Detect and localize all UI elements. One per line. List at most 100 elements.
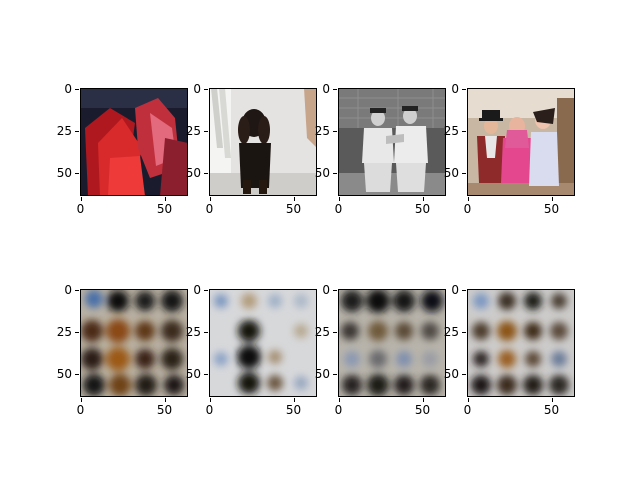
y-tick: [462, 289, 466, 291]
y-tick-label: 0: [193, 282, 201, 297]
x-tick-label: 50: [156, 202, 173, 216]
y-tick-label: 0: [451, 282, 459, 297]
y-tick: [462, 130, 466, 132]
x-tick: [209, 197, 211, 201]
blur-pattern-icon: [80, 289, 188, 397]
x-tick-label: 50: [543, 202, 560, 216]
axes-frame: [80, 289, 188, 397]
y-tick-label: 25: [56, 324, 72, 339]
y-tick: [75, 130, 79, 132]
x-tick-label: 50: [156, 403, 173, 417]
y-tick-label: 50: [314, 366, 330, 381]
axes-frame: [209, 289, 317, 397]
y-tick-label: 0: [64, 282, 72, 297]
x-tick: [551, 398, 553, 402]
x-tick: [338, 197, 340, 201]
y-tick: [204, 88, 208, 90]
x-tick-label: 0: [205, 202, 214, 216]
panel-input-3: 0 25 50 0 50: [315, 82, 446, 216]
baseball-players-icon: [338, 88, 446, 196]
panel-input-2: 0 25 50 0 50: [186, 82, 317, 216]
y-tick-label: 50: [185, 366, 201, 381]
y-tick: [204, 373, 208, 375]
x-tick: [164, 197, 166, 201]
y-tick: [204, 331, 208, 333]
x-tick: [551, 197, 553, 201]
input-image-dog: [209, 88, 317, 196]
y-tick-label: 25: [443, 324, 459, 339]
input-image-three-people: [467, 88, 575, 196]
panel-input-1: 0 25 50 0 50: [57, 82, 188, 216]
y-tick-label: 25: [185, 324, 201, 339]
y-tick-label: 0: [322, 81, 330, 96]
axes-frame: [209, 88, 317, 196]
axes-frame: [467, 88, 575, 196]
y-tick: [75, 331, 79, 333]
y-tick: [204, 289, 208, 291]
y-tick: [75, 88, 79, 90]
reconstruction-image-2: [209, 289, 317, 397]
reconstruction-image-3: [338, 289, 446, 397]
x-tick: [293, 197, 295, 201]
dog-icon: [209, 88, 317, 196]
x-tick-label: 0: [334, 202, 343, 216]
reconstruction-image-4: [467, 289, 575, 397]
reconstruction-image-1: [80, 289, 188, 397]
y-tick-label: 0: [322, 282, 330, 297]
x-tick: [209, 398, 211, 402]
x-tick: [164, 398, 166, 402]
panel-reconstruction-3: 0 25 50 0 50: [315, 283, 446, 417]
x-tick: [80, 197, 82, 201]
axes-frame: [80, 88, 188, 196]
y-tick-label: 50: [56, 165, 72, 180]
x-tick: [80, 398, 82, 402]
x-tick-label: 0: [76, 403, 85, 417]
panel-reconstruction-2: 0 25 50 0 50: [186, 283, 317, 417]
y-tick-label: 0: [64, 81, 72, 96]
y-tick-label: 25: [443, 123, 459, 138]
x-tick-label: 0: [463, 202, 472, 216]
x-tick-label: 0: [463, 403, 472, 417]
y-tick: [204, 172, 208, 174]
x-tick: [467, 197, 469, 201]
y-tick: [462, 172, 466, 174]
y-tick-label: 0: [451, 81, 459, 96]
x-tick: [293, 398, 295, 402]
y-tick-label: 50: [56, 366, 72, 381]
x-tick-label: 50: [414, 403, 431, 417]
blur-pattern-icon: [209, 289, 317, 397]
input-image-red-garments: [80, 88, 188, 196]
x-tick: [467, 398, 469, 402]
x-tick-label: 50: [285, 403, 302, 417]
y-tick: [333, 130, 337, 132]
y-tick: [462, 373, 466, 375]
y-tick-label: 0: [193, 81, 201, 96]
x-tick-label: 50: [285, 202, 302, 216]
panel-reconstruction-4: 0 25 50 0 50: [444, 283, 575, 417]
y-tick: [75, 172, 79, 174]
red-garments-icon: [80, 88, 188, 196]
y-tick-label: 25: [185, 123, 201, 138]
x-tick-label: 0: [205, 403, 214, 417]
y-tick: [462, 331, 466, 333]
y-tick: [333, 88, 337, 90]
axes-frame: [338, 88, 446, 196]
x-tick-label: 0: [76, 202, 85, 216]
y-tick-label: 50: [185, 165, 201, 180]
y-tick: [75, 289, 79, 291]
y-tick: [462, 88, 466, 90]
x-tick: [422, 398, 424, 402]
panel-reconstruction-1: 0 25 50 0 50: [57, 283, 188, 417]
y-tick-label: 25: [56, 123, 72, 138]
panel-input-4: 0 25 50 0 50: [444, 82, 575, 216]
blur-pattern-icon: [338, 289, 446, 397]
y-tick: [75, 373, 79, 375]
blur-pattern-icon: [467, 289, 575, 397]
input-image-baseball-players: [338, 88, 446, 196]
y-tick-label: 25: [314, 324, 330, 339]
x-tick: [338, 398, 340, 402]
y-tick-label: 50: [314, 165, 330, 180]
three-people-icon: [467, 88, 575, 196]
x-tick-label: 0: [334, 403, 343, 417]
